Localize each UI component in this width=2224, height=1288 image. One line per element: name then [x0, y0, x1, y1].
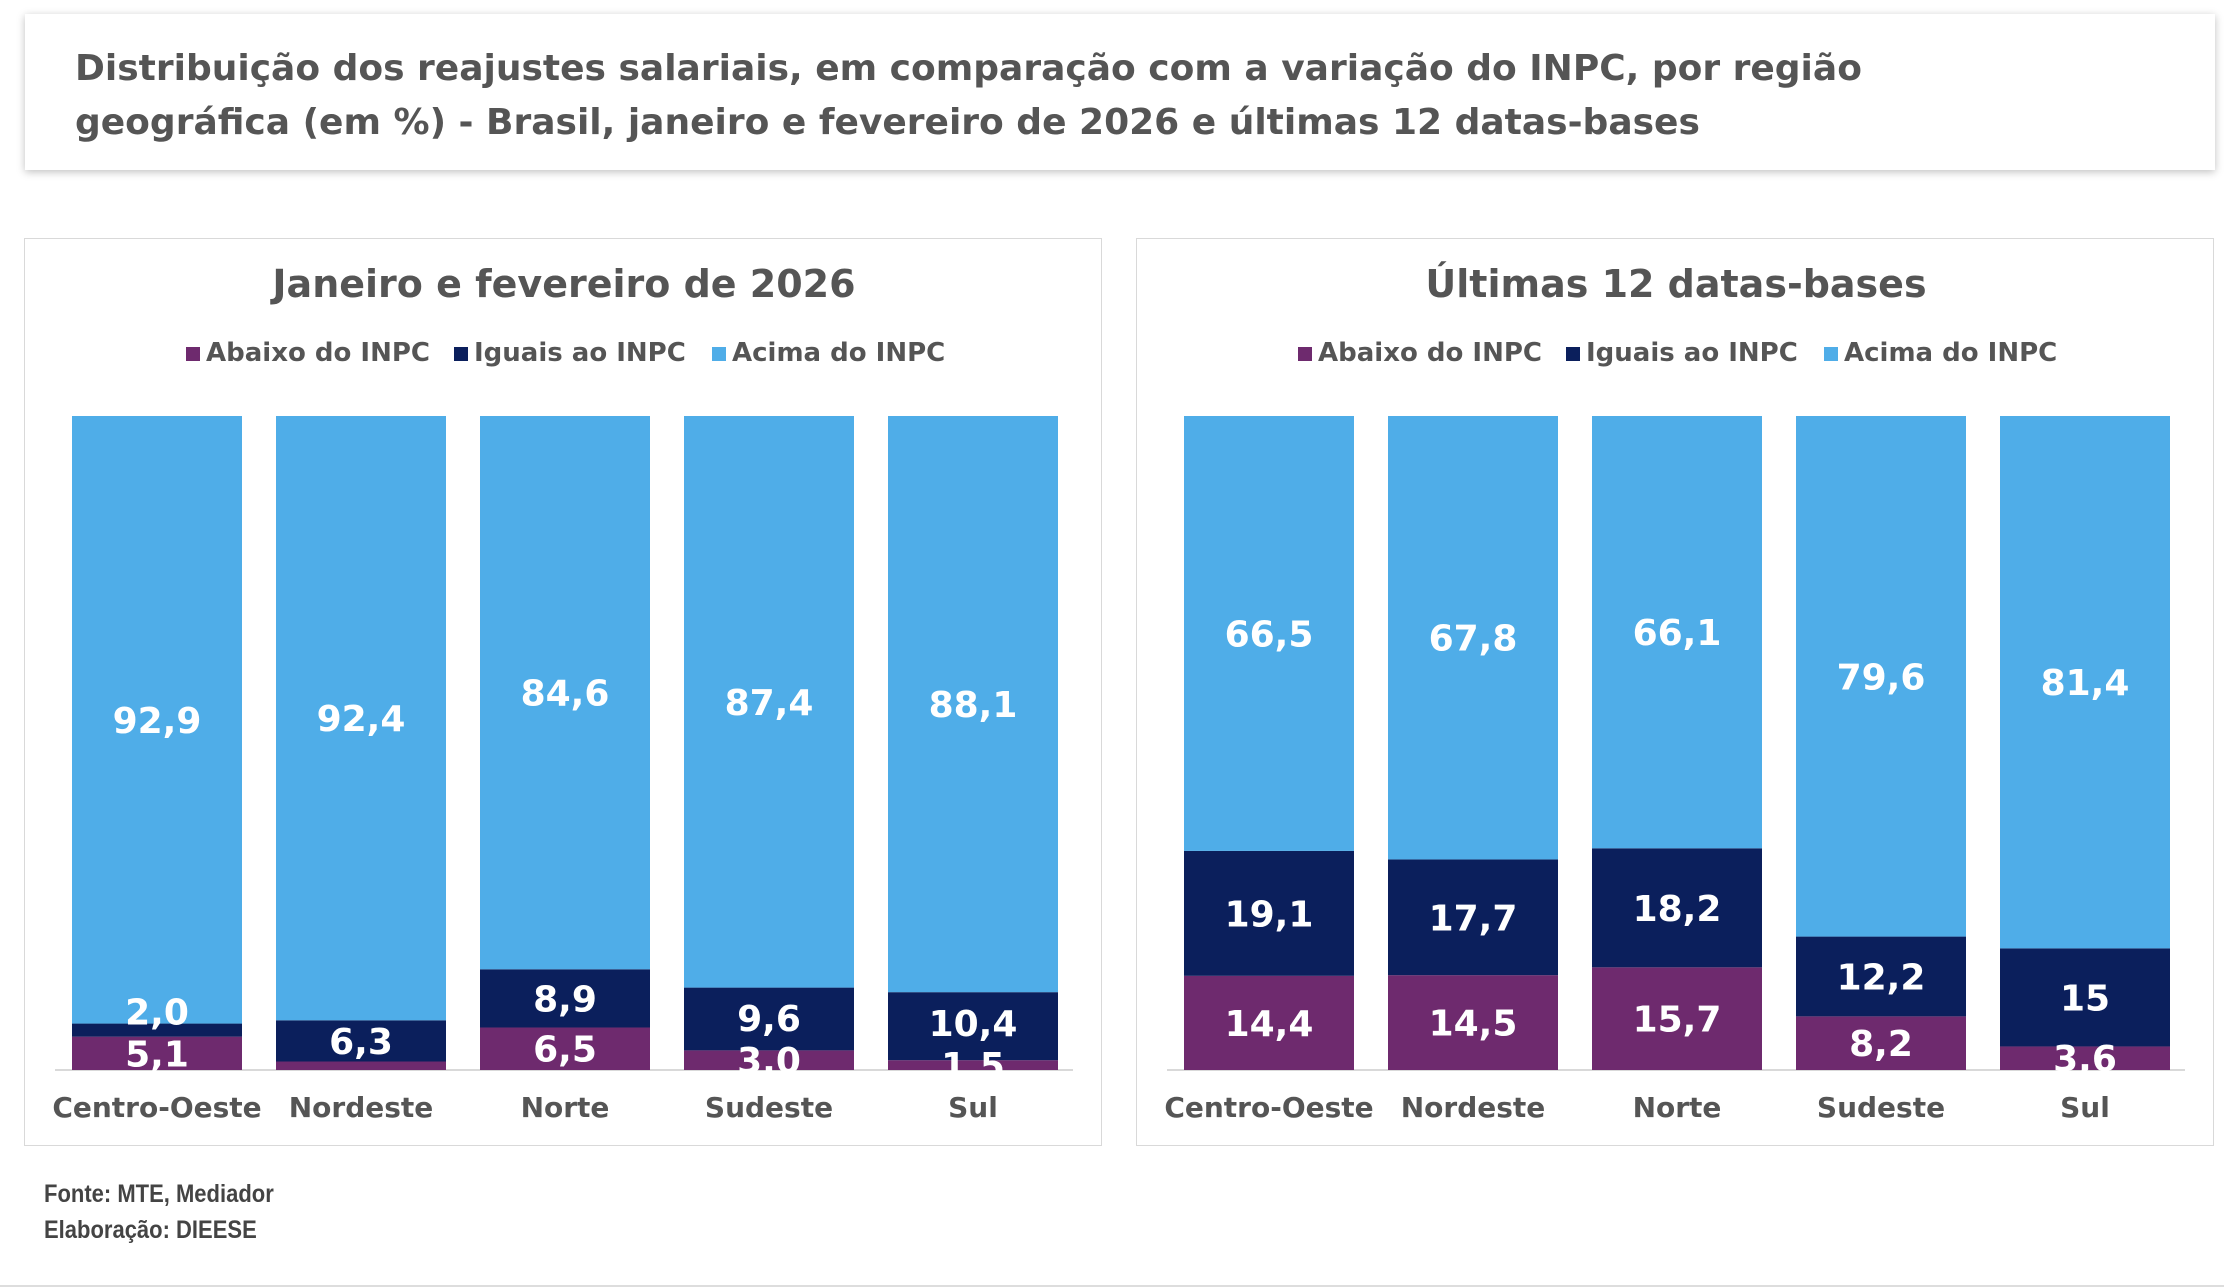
title-line-2: geográfica (em %) - Brasil, janeiro e fe…	[75, 102, 1700, 143]
chart-jan-feb: Janeiro e fevereiro de 2026 Abaixo do INP…	[52, 262, 1073, 1124]
chart-panel-last-12: Últimas 12 datas-bases Abaixo do INPC Igua…	[1136, 238, 2214, 1146]
footer-source: Fonte: MTE, Mediador	[44, 1180, 274, 1208]
bar-segment	[276, 1061, 446, 1070]
x-tick-label: Sudeste	[1817, 1091, 1945, 1124]
x-tick-label: Sul	[2060, 1091, 2110, 1124]
data-label: 66,1	[1633, 613, 1722, 654]
bar-segment	[2000, 1046, 2170, 1070]
bar-segment	[72, 416, 242, 1024]
data-label: 3,0	[737, 1041, 801, 1082]
x-tick-label: Centro-Oeste	[52, 1091, 261, 1124]
bar-segment	[1592, 848, 1762, 968]
x-tick-label: Sudeste	[705, 1091, 833, 1124]
legend-label: Iguais ao INPC	[1586, 338, 1798, 368]
bar-segment	[1796, 416, 1966, 937]
legend-swatch-0	[1298, 347, 1312, 361]
legend-swatch-0	[186, 347, 200, 361]
data-label: 84,6	[521, 674, 610, 715]
bar-segment	[480, 1027, 650, 1070]
x-tick-label: Nordeste	[1401, 1091, 1546, 1124]
data-label: 18,2	[1633, 889, 1722, 930]
bar-segment	[1388, 975, 1558, 1070]
data-label: 87,4	[725, 683, 814, 724]
data-label: 17,7	[1429, 898, 1518, 939]
data-label: 3,6	[2053, 1039, 2117, 1080]
data-label: 2,0	[125, 992, 189, 1033]
bar-segment	[888, 992, 1058, 1061]
bar-segment	[888, 416, 1058, 993]
legend-label: Acima do INPC	[1844, 338, 2057, 368]
bar-segment	[1184, 850, 1354, 976]
x-tick-label: Sul	[948, 1091, 998, 1124]
legend-swatch-2	[712, 347, 726, 361]
bar-segment	[684, 987, 854, 1051]
title-line-1: Distribuição dos reajustes salariais, em…	[75, 48, 1862, 89]
bar-segment	[684, 416, 854, 988]
data-label: 92,4	[317, 699, 406, 740]
data-label: 14,5	[1429, 1004, 1518, 1045]
chart-panel-jan-feb: Janeiro e fevereiro de 2026 Abaixo do INP…	[24, 238, 1102, 1146]
bar-segment	[1184, 416, 1354, 851]
bar-segment	[2000, 416, 2170, 949]
data-label: 79,6	[1837, 657, 1926, 698]
data-label: 67,8	[1429, 619, 1518, 660]
bar-segment	[276, 1020, 446, 1062]
bar-segment	[1796, 936, 1966, 1017]
x-tick-label: Norte	[521, 1091, 610, 1124]
legend-label: Abaixo do INPC	[206, 338, 430, 368]
bar-segment	[1184, 975, 1354, 1070]
data-label: 15	[2060, 978, 2110, 1019]
bar-segment	[2000, 948, 2170, 1047]
bar-segment	[480, 416, 650, 970]
chart-title: Janeiro e fevereiro de 2026	[269, 262, 855, 306]
data-label: 81,4	[2041, 663, 2130, 704]
data-label: 8,2	[1849, 1024, 1913, 1065]
bar-segment	[72, 1023, 242, 1037]
x-tick-label: Centro-Oeste	[1164, 1091, 1373, 1124]
bottom-divider	[0, 1285, 2224, 1287]
bar-segment	[1592, 416, 1762, 849]
chart-title: Últimas 12 datas-bases	[1425, 262, 1926, 306]
legend-swatch-2	[1824, 347, 1838, 361]
data-label: 5,1	[125, 1034, 189, 1075]
bar-segment	[684, 1050, 854, 1070]
data-label: 19,1	[1225, 894, 1314, 935]
x-tick-label: Norte	[1633, 1091, 1722, 1124]
bar-segment	[1592, 967, 1762, 1070]
bar-segment	[1388, 859, 1558, 976]
legend-swatch-1	[1566, 347, 1580, 361]
legend-label: Iguais ao INPC	[474, 338, 686, 368]
bar-segment	[276, 416, 446, 1021]
data-label: 9,6	[737, 999, 801, 1040]
data-label: 14,4	[1225, 1004, 1314, 1045]
title-box: Distribuição dos reajustes salariais, em…	[25, 14, 2215, 170]
bar-segment	[1388, 416, 1558, 860]
legend-label: Acima do INPC	[732, 338, 945, 368]
bar-segment	[72, 1036, 242, 1070]
data-label: 1,5	[941, 1046, 1005, 1087]
data-label: 88,1	[929, 685, 1018, 726]
chart-last-12: Últimas 12 datas-bases Abaixo do INPC Igua…	[1164, 262, 2185, 1124]
data-label: 6,3	[329, 1022, 393, 1063]
bar-segment	[1796, 1016, 1966, 1070]
data-label: 10,4	[929, 1004, 1018, 1045]
bar-segment	[888, 1060, 1058, 1070]
legend-label: Abaixo do INPC	[1318, 338, 1542, 368]
x-tick-label: Nordeste	[289, 1091, 434, 1124]
data-label: 15,7	[1633, 1000, 1722, 1041]
footer-credit: Elaboração: DIEESE	[44, 1216, 257, 1244]
data-label: 12,2	[1837, 957, 1926, 998]
data-label: 6,5	[533, 1030, 597, 1071]
data-label: 8,9	[533, 979, 597, 1020]
legend-swatch-1	[454, 347, 468, 361]
bar-segment	[480, 969, 650, 1028]
data-label: 66,5	[1225, 614, 1314, 655]
data-label: 92,9	[113, 701, 202, 742]
